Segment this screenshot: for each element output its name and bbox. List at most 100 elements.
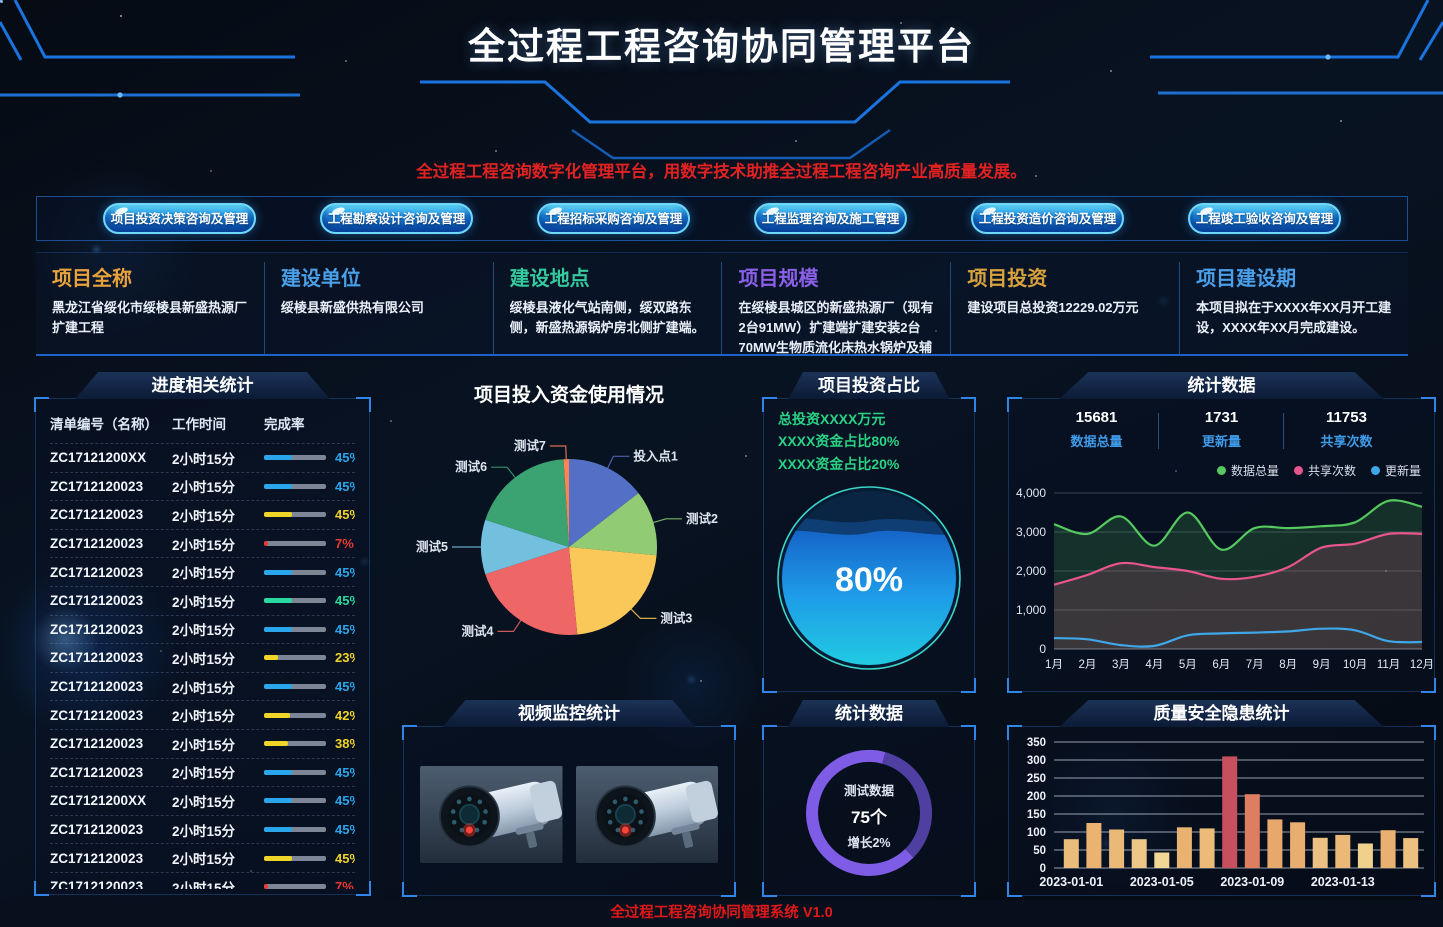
liquid-fill-gauge: 80% — [777, 486, 961, 670]
legend-label: 数据总量 — [1230, 464, 1279, 478]
completion-cell: 45% — [264, 479, 355, 494]
progress-track — [264, 483, 326, 489]
table-row: ZC1712120023 2小时15分 45% — [50, 585, 355, 615]
panel-title-text: 统计数据 — [834, 704, 903, 723]
table-row: ZC1712120023 2小时15分 23% — [50, 643, 355, 672]
item-id: ZC1712120023 — [50, 707, 144, 723]
work-time: 2小时15分 — [172, 680, 236, 696]
progress-track — [264, 827, 326, 833]
svg-text:300: 300 — [1027, 755, 1046, 767]
nav-pill-button[interactable]: 工程投资造价咨询及管理 — [971, 203, 1124, 234]
corner-bracket — [1007, 882, 1022, 897]
svg-text:350: 350 — [1027, 737, 1046, 749]
cctv-camera-graphic — [575, 766, 718, 863]
item-id: ZC1712120023 — [50, 507, 144, 523]
column-header-time: 工作时间 — [172, 417, 226, 432]
page-subtitle: 全过程工程咨询数字化管理平台，用数字技术助推全过程工程咨询产业高质量发展。 — [416, 163, 1027, 181]
statistics-line-chart: 0 1,000 2,000 3,000 4,000 1月 2月 3月 4月 5月 6月 7月 8月 9月 1… — [1016, 486, 1434, 671]
panel-title: 统计数据 — [788, 700, 950, 727]
table-row: ZC1712120023 2小时15分 42% — [50, 700, 355, 729]
table-row: ZC1712120023 2小时15分 45% — [50, 500, 355, 529]
progress-track — [264, 569, 326, 575]
fund-usage-pie-chart: 投入点1 测试2 测试3 测试4 测试5 测试6 测试7 — [416, 438, 718, 638]
table-body: ZC17121200XX 2小时15分 45% ZC1712120023 2小时15分 4… — [50, 443, 355, 889]
info-label: 项目全称 — [52, 268, 132, 290]
info-column: 建设单位 绥棱县新盛供热有限公司 — [263, 262, 493, 354]
info-label: 建设单位 — [280, 268, 361, 290]
corner-bracket — [402, 725, 417, 740]
legend-dot — [1293, 466, 1303, 475]
info-label: 项目建设期 — [1196, 268, 1297, 290]
info-text: 本项目拟在于XXXX年XX月开工建设，XXXX年XX月完成建设。 — [1196, 300, 1392, 336]
completion-cell: 45% — [264, 765, 355, 780]
work-time: 2小时15分 — [172, 594, 236, 610]
work-time: 2小时15分 — [172, 537, 236, 553]
table-row: ZC1712120023 2小时15分 45% — [50, 843, 355, 872]
panel-title-text: 项目投资占比 — [817, 376, 920, 395]
svg-text:投入点1: 投入点1 — [633, 448, 678, 463]
item-id: ZC1712120023 — [50, 736, 144, 752]
progress-track — [264, 855, 326, 861]
nav-pill-button[interactable]: 工程竣工验收咨询及管理 — [1188, 203, 1341, 234]
completion-cell: 45% — [264, 679, 355, 694]
corner-bracket — [762, 882, 777, 897]
completion-cell: 7% — [264, 536, 355, 551]
svg-text:2023-01-13: 2023-01-13 — [1311, 875, 1375, 889]
cctv-camera-image[interactable] — [420, 766, 563, 863]
svg-text:9月: 9月 — [1313, 659, 1331, 671]
progress-track — [264, 541, 326, 547]
completion-cell: 45% — [264, 593, 355, 608]
footer-text: 全过程工程咨询协同管理系统 V1.0 — [610, 905, 833, 921]
panel-frame — [34, 397, 371, 896]
info-text: 在绥棱县城区的新盛热源厂（现有2台91MW）扩建端扩建安装2台70MW生物质流化… — [738, 300, 934, 354]
completion-percent: 23% — [335, 650, 355, 666]
completion-cell: 23% — [264, 650, 355, 665]
work-time: 2小时15分 — [172, 766, 236, 782]
svg-text:100: 100 — [1027, 827, 1046, 839]
info-label: 项目投资 — [967, 268, 1048, 290]
panel-title: 统计数据 — [1059, 372, 1384, 399]
completion-cell: 45% — [264, 622, 355, 637]
table-row: ZC1712120023 2小时15分 45% — [50, 757, 355, 787]
stat-block: 1731 更新量 — [1159, 409, 1284, 450]
progress-stats-panel: 进度相关统计 清单编号（名称） 工作时间 完成率 ZC17121200XX 2小时… — [34, 372, 371, 896]
table-row: ZC1712120023 2小时15分 7% — [50, 528, 355, 558]
completion-percent: 45% — [335, 793, 355, 809]
table-row: ZC1712120023 2小时15分 45% — [50, 557, 355, 586]
svg-text:7月: 7月 — [1246, 659, 1264, 671]
corner-bracket — [1421, 725, 1436, 740]
completion-cell: 38% — [264, 736, 355, 751]
corner-bracket — [356, 397, 371, 412]
progress-track — [264, 512, 326, 518]
nav-pill-button[interactable]: 工程勘察设计咨询及管理 — [320, 203, 473, 234]
completion-percent: 38% — [335, 736, 355, 752]
nav-pill-button[interactable]: 工程招标采购咨询及管理 — [537, 203, 690, 234]
svg-text:5月: 5月 — [1179, 659, 1197, 671]
nav-pill-button[interactable]: 项目投资决策咨询及管理 — [103, 203, 256, 234]
svg-text:2,000: 2,000 — [1016, 564, 1046, 578]
legend-dot — [1370, 466, 1380, 475]
progress-table: 清单编号（名称） 工作时间 完成率 ZC17121200XX2小时15分45%Z… — [35, 405, 370, 889]
info-text: 绥棱县液化气站南侧，绥双路东侧，新盛热源锅炉房北侧扩建端。 — [509, 300, 705, 336]
work-time: 2小时15分 — [172, 480, 236, 496]
investment-line: XXXX资金占比20% — [778, 455, 900, 472]
nav-pill-button[interactable]: 工程监理咨询及施工管理 — [754, 203, 907, 234]
progress-track — [264, 884, 326, 889]
corner-bracket — [1421, 882, 1436, 897]
svg-text:8月: 8月 — [1279, 659, 1297, 671]
svg-text:0: 0 — [1040, 863, 1046, 875]
progress-track — [264, 455, 326, 461]
corner-bracket — [762, 725, 777, 740]
table-row: ZC1712120023 2小时15分 38% — [50, 728, 355, 758]
progress-track — [264, 626, 326, 632]
cctv-camera-image[interactable] — [575, 766, 718, 863]
completion-percent: 45% — [335, 764, 355, 780]
table-row: ZC17121200XX 2小时15分 45% — [50, 786, 355, 815]
progress-track — [264, 769, 326, 775]
item-id: ZC1712120023 — [50, 879, 144, 889]
svg-text:测试6: 测试6 — [455, 459, 487, 474]
progress-track — [264, 655, 326, 661]
item-id: ZC17121200XX — [50, 793, 147, 809]
corner-bracket — [34, 397, 49, 412]
svg-text:250: 250 — [1027, 773, 1046, 785]
